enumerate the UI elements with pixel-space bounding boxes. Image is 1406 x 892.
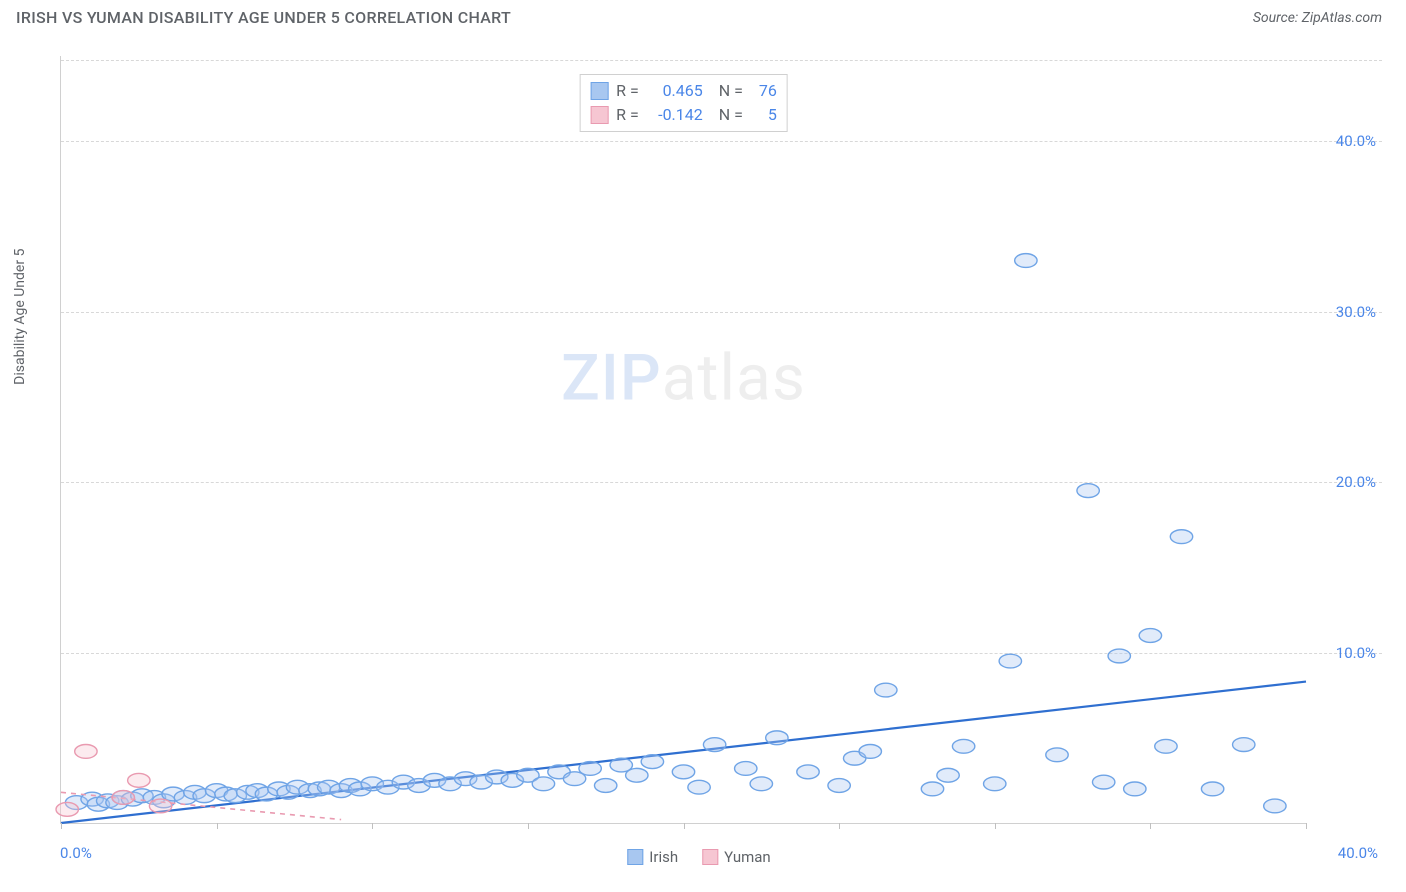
data-point	[532, 777, 554, 791]
data-point	[626, 768, 648, 782]
data-point	[1077, 484, 1099, 498]
data-point	[1108, 649, 1130, 663]
data-point	[128, 773, 150, 787]
legend-swatch	[590, 82, 608, 100]
chart-container: Disability Age Under 5 ZIPatlas 10.0%20.…	[16, 38, 1382, 868]
data-point	[1092, 775, 1114, 789]
data-point	[688, 780, 710, 794]
data-point	[875, 683, 897, 697]
data-point	[1233, 738, 1255, 752]
n-value: 76	[751, 79, 777, 103]
r-label: R =	[616, 79, 639, 103]
legend-swatch	[702, 849, 718, 865]
n-value: 5	[751, 103, 777, 127]
data-point	[859, 745, 881, 759]
n-label: N =	[711, 79, 743, 103]
plot-area: ZIPatlas 10.0%20.0%30.0%40.0% R =0.465 N…	[60, 56, 1306, 824]
legend-item: Irish	[627, 848, 678, 866]
x-tick	[528, 823, 529, 829]
data-point	[952, 739, 974, 753]
data-point	[921, 782, 943, 796]
scatter-svg	[61, 56, 1306, 823]
data-point	[1155, 739, 1177, 753]
y-tick-label: 10.0%	[1336, 644, 1376, 662]
data-point	[984, 777, 1006, 791]
y-tick-label: 30.0%	[1336, 303, 1376, 321]
data-point	[1264, 799, 1286, 813]
data-point	[797, 765, 819, 779]
legend-label: Yuman	[724, 848, 771, 866]
correlation-row: R = 0.465 N = 76	[590, 79, 777, 103]
r-value: -0.142	[647, 103, 703, 127]
data-point	[56, 802, 78, 816]
r-value: 0.465	[647, 79, 703, 103]
y-tick-label: 40.0%	[1336, 132, 1376, 150]
legend-label: Irish	[649, 848, 678, 866]
data-point	[937, 768, 959, 782]
data-point	[1015, 254, 1037, 268]
x-axis-start-label: 0.0%	[60, 844, 92, 862]
data-point	[672, 765, 694, 779]
x-tick	[217, 823, 218, 829]
trend-line	[61, 682, 1306, 823]
x-tick	[61, 823, 62, 829]
r-label: R =	[616, 103, 639, 127]
data-point	[999, 654, 1021, 668]
data-point	[750, 777, 772, 791]
x-tick	[839, 823, 840, 829]
x-tick	[1306, 823, 1307, 829]
data-point	[1170, 530, 1192, 544]
y-tick-label: 20.0%	[1336, 473, 1376, 491]
legend-item: Yuman	[702, 848, 771, 866]
data-point	[579, 762, 601, 776]
y-axis-label: Disability Age Under 5	[12, 249, 28, 385]
data-point	[1201, 782, 1223, 796]
legend-swatch	[627, 849, 643, 865]
n-label: N =	[711, 103, 743, 127]
data-point	[1124, 782, 1146, 796]
data-point	[112, 791, 134, 805]
data-point	[641, 755, 663, 769]
data-point	[594, 779, 616, 793]
data-point	[735, 762, 757, 776]
data-point	[75, 745, 97, 759]
source-label: Source: ZipAtlas.com	[1253, 10, 1382, 26]
data-point	[1046, 748, 1068, 762]
data-point	[149, 799, 171, 813]
x-tick	[372, 823, 373, 829]
x-axis-end-label: 40.0%	[1338, 844, 1378, 862]
x-tick	[684, 823, 685, 829]
data-point	[766, 731, 788, 745]
correlation-legend: R = 0.465 N = 76 R = -0.142 N = 5	[579, 74, 788, 132]
page-title: IRISH VS YUMAN DISABILITY AGE UNDER 5 CO…	[16, 8, 511, 27]
x-tick	[1150, 823, 1151, 829]
data-point	[703, 738, 725, 752]
correlation-row: R = -0.142 N = 5	[590, 103, 777, 127]
data-point	[1139, 629, 1161, 643]
x-tick	[995, 823, 996, 829]
series-legend: Irish Yuman	[627, 848, 770, 866]
data-point	[828, 779, 850, 793]
legend-swatch	[590, 106, 608, 124]
